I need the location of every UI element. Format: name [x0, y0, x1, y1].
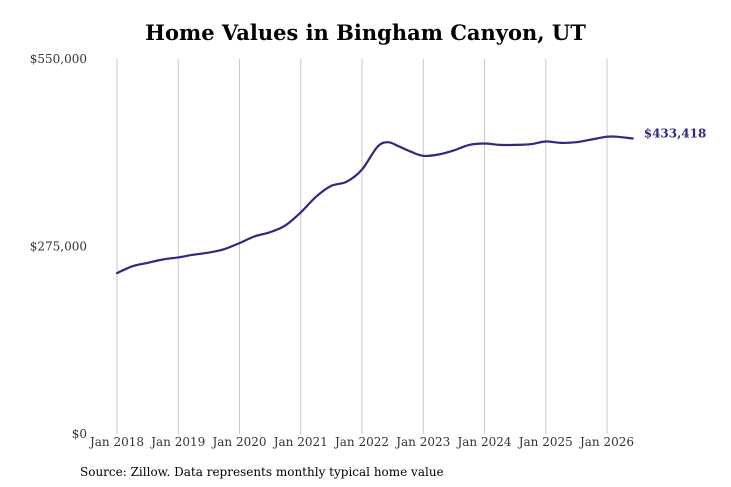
source-note: Source: Zillow. Data represents monthly … — [80, 465, 444, 479]
grid-lines — [116, 59, 608, 434]
x-tick-label: Jan 2018 — [88, 435, 144, 449]
chart-title: Home Values in Bingham Canyon, UT — [145, 20, 586, 45]
series-line — [115, 135, 634, 275]
end-value-label: $433,418 — [644, 126, 707, 140]
x-tick-label: Jan 2024 — [455, 435, 511, 449]
x-tick-label: Jan 2026 — [578, 435, 634, 449]
y-tick-label: $550,000 — [30, 52, 87, 66]
x-tick-label: Jan 2023 — [394, 435, 450, 449]
y-tick-label: $0 — [72, 427, 87, 441]
x-tick-label: Jan 2019 — [149, 435, 205, 449]
y-axis-labels: $0 $275,000 $550,000 — [30, 52, 87, 441]
x-tick-label: Jan 2020 — [210, 435, 266, 449]
x-axis-labels: Jan 2018 Jan 2019 Jan 2020 Jan 2021 Jan 2022… — [88, 435, 634, 449]
y-tick-label: $275,000 — [30, 240, 87, 254]
x-tick-label: Jan 2025 — [517, 435, 573, 449]
x-tick-label: Jan 2021 — [272, 435, 328, 449]
x-tick-label: Jan 2022 — [333, 435, 389, 449]
